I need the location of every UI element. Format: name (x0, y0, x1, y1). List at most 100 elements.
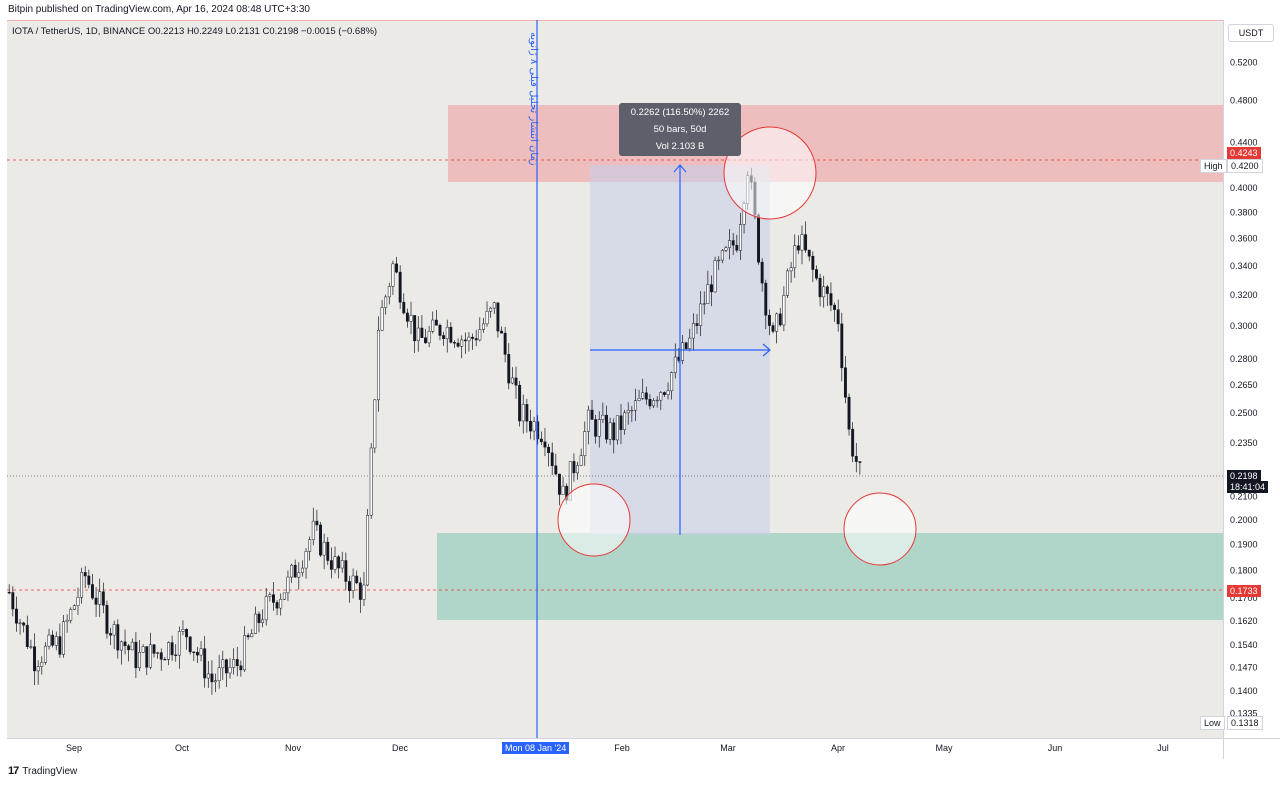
candle-body[interactable] (145, 646, 149, 668)
candle-body[interactable] (380, 307, 384, 331)
candle-body[interactable] (695, 323, 699, 326)
candle-body[interactable] (724, 247, 728, 251)
candle-body[interactable] (355, 575, 359, 584)
candle-body[interactable] (507, 354, 511, 384)
candle-body[interactable] (738, 224, 742, 251)
candle-body[interactable] (206, 673, 210, 679)
candle-body[interactable] (818, 277, 822, 298)
candle-body[interactable] (449, 326, 453, 343)
candle-body[interactable] (391, 263, 395, 287)
candle-body[interactable] (485, 310, 489, 325)
candle-body[interactable] (822, 286, 826, 298)
candle-body[interactable] (116, 624, 120, 651)
candle-body[interactable] (290, 564, 294, 578)
candle-body[interactable] (199, 648, 203, 656)
candle-body[interactable] (322, 541, 326, 556)
candle-body[interactable] (720, 250, 724, 261)
candle-body[interactable] (579, 455, 583, 466)
jan-low-circle[interactable] (557, 483, 631, 557)
candle-body[interactable] (326, 541, 330, 561)
candle-body[interactable] (319, 524, 322, 556)
candle-body[interactable] (500, 330, 503, 334)
candle-body[interactable] (586, 409, 590, 432)
candle-body[interactable] (851, 428, 855, 457)
candle-body[interactable] (518, 384, 522, 422)
candle-body[interactable] (413, 315, 417, 342)
candle-body[interactable] (239, 665, 243, 671)
candle-body[interactable] (91, 584, 94, 599)
candle-body[interactable] (250, 633, 254, 638)
candle-body[interactable] (492, 302, 496, 309)
candle-body[interactable] (521, 404, 525, 422)
candle-body[interactable] (503, 332, 507, 355)
candle-body[interactable] (43, 645, 47, 663)
candle-body[interactable] (170, 642, 174, 656)
candle-body[interactable] (395, 263, 398, 273)
candle-body[interactable] (228, 667, 232, 674)
candle-body[interactable] (424, 337, 427, 344)
candle-body[interactable] (615, 415, 619, 441)
candle-body[interactable] (619, 415, 623, 430)
candle-body[interactable] (333, 556, 337, 570)
candle-body[interactable] (358, 582, 362, 600)
candle-body[interactable] (315, 520, 319, 526)
candle-body[interactable] (409, 315, 413, 322)
candle-body[interactable] (152, 644, 156, 654)
candle-body[interactable] (40, 662, 44, 667)
candle-body[interactable] (601, 414, 605, 420)
candle-body[interactable] (547, 446, 551, 454)
candle-body[interactable] (398, 271, 402, 303)
candle-body[interactable] (181, 629, 185, 632)
tradingview-brand[interactable]: 17 TradingView (8, 765, 77, 777)
candle-body[interactable] (431, 319, 435, 332)
candle-body[interactable] (185, 629, 189, 638)
candle-body[interactable] (369, 447, 373, 516)
candle-body[interactable] (217, 667, 221, 682)
candle-body[interactable] (529, 420, 532, 432)
candle-body[interactable] (735, 244, 739, 251)
candle-body[interactable] (666, 390, 670, 395)
candle-body[interactable] (62, 621, 65, 655)
candle-body[interactable] (268, 594, 272, 597)
candle-body[interactable] (434, 319, 438, 326)
candle-body[interactable] (757, 214, 760, 263)
candle-body[interactable] (699, 303, 703, 326)
candle-body[interactable] (662, 392, 666, 395)
candle-body[interactable] (626, 410, 630, 414)
candle-body[interactable] (670, 372, 674, 392)
candle-body[interactable] (771, 325, 775, 332)
candle-body[interactable] (362, 584, 366, 600)
candle-body[interactable] (427, 331, 431, 344)
candle-body[interactable] (275, 602, 279, 609)
candle-body[interactable] (101, 591, 105, 606)
candle-body[interactable] (833, 304, 837, 310)
candle-body[interactable] (836, 309, 840, 325)
candle-body[interactable] (72, 605, 76, 610)
candle-body[interactable] (376, 329, 380, 401)
candle-body[interactable] (688, 337, 692, 349)
candle-body[interactable] (387, 286, 391, 298)
candle-body[interactable] (138, 652, 141, 669)
candle-body[interactable] (22, 622, 26, 626)
candle-body[interactable] (210, 673, 214, 683)
candle-body[interactable] (481, 323, 485, 330)
candle-body[interactable] (54, 636, 58, 646)
candle-body[interactable] (329, 560, 333, 570)
candle-body[interactable] (453, 342, 456, 344)
candle-body[interactable] (311, 520, 315, 541)
candle-body[interactable] (29, 646, 33, 648)
candle-body[interactable] (858, 461, 862, 463)
candle-body[interactable] (405, 312, 409, 322)
candle-body[interactable] (456, 342, 460, 347)
candle-body[interactable] (514, 377, 518, 386)
candle-body[interactable] (445, 326, 449, 339)
candle-body[interactable] (7, 591, 11, 594)
candle-body[interactable] (80, 572, 84, 598)
candle-body[interactable] (76, 597, 80, 606)
candles[interactable] (7, 167, 862, 695)
candle-body[interactable] (344, 560, 348, 582)
candle-body[interactable] (525, 404, 529, 422)
candle-body[interactable] (590, 409, 594, 420)
candle-body[interactable] (148, 644, 152, 668)
candle-body[interactable] (594, 419, 598, 437)
